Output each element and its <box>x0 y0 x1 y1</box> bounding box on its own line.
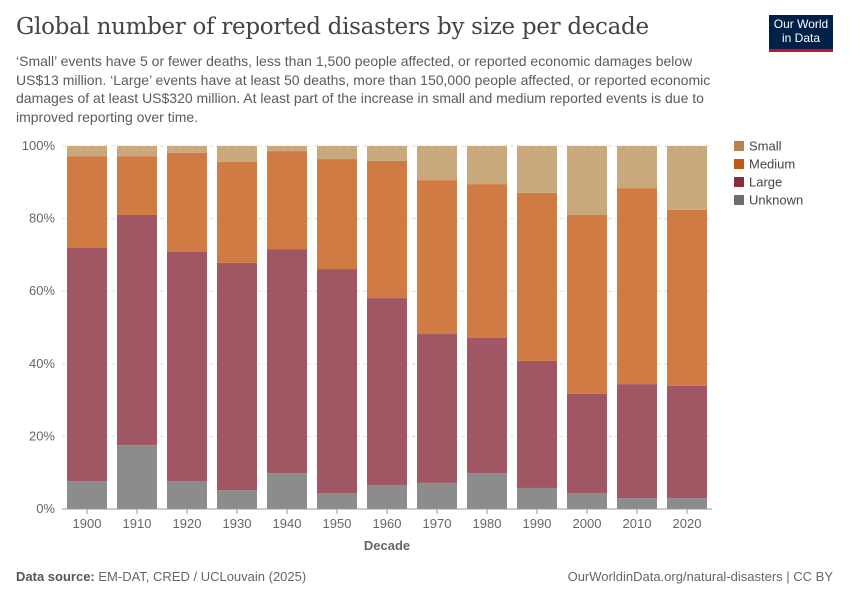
x-tick-label: 2010 <box>623 516 652 531</box>
bar-medium-1900 <box>67 156 107 249</box>
bar-large-2010 <box>617 384 657 499</box>
bar-small-1930 <box>217 146 257 162</box>
bar-unknown-2000 <box>567 493 607 509</box>
bar-unknown-1900 <box>67 481 107 509</box>
bar-small-1940 <box>267 146 307 152</box>
bar-large-1940 <box>267 249 307 474</box>
bar-large-1910 <box>117 214 157 446</box>
bar-unknown-2020 <box>667 498 707 509</box>
bar-medium-1990 <box>517 192 557 361</box>
bar-medium-1910 <box>117 156 157 215</box>
bar-unknown-1950 <box>317 493 357 509</box>
bar-small-1920 <box>167 146 207 153</box>
x-tick-label: 2000 <box>573 516 602 531</box>
bar-small-1980 <box>467 146 507 185</box>
x-tick-label: 1900 <box>73 516 102 531</box>
bar-large-1970 <box>417 334 457 483</box>
bar-unknown-1910 <box>117 445 157 509</box>
bar-unknown-1970 <box>417 482 457 509</box>
bar-large-1900 <box>67 248 107 482</box>
bar-large-1990 <box>517 360 557 488</box>
data-source: Data source: EM-DAT, CRED / UCLouvain (2… <box>16 569 306 584</box>
bar-small-1910 <box>117 146 157 157</box>
bar-medium-1940 <box>267 151 307 250</box>
bar-unknown-1980 <box>467 473 507 509</box>
y-tick-label: 40% <box>29 356 55 371</box>
bar-medium-1950 <box>317 159 357 270</box>
bar-small-2020 <box>667 146 707 210</box>
bar-large-2020 <box>667 385 707 499</box>
bar-unknown-1960 <box>367 485 407 509</box>
logo-line1: Our World <box>773 17 829 31</box>
legend-swatch-small <box>734 141 744 151</box>
legend-label-medium: Medium <box>749 157 795 172</box>
footer-link[interactable]: OurWorldinData.org/natural-disasters | C… <box>567 569 833 584</box>
bar-small-1990 <box>517 146 557 193</box>
x-tick-label: 1980 <box>473 516 502 531</box>
legend-swatch-large <box>734 177 744 187</box>
chart-subtitle: ‘Small’ events have 5 or fewer deaths, l… <box>16 53 711 125</box>
bar-medium-1970 <box>417 180 457 335</box>
bar-medium-2000 <box>567 214 607 394</box>
bar-large-1950 <box>317 269 357 494</box>
x-tick-label: 1970 <box>423 516 452 531</box>
x-tick-label: 1910 <box>123 516 152 531</box>
bar-medium-1920 <box>167 152 207 252</box>
chart-title: Global number of reported disasters by s… <box>16 14 649 40</box>
bar-unknown-1990 <box>517 487 557 509</box>
owid-logo[interactable]: Our World in Data <box>769 15 833 52</box>
bar-large-1930 <box>217 262 257 491</box>
legend-label-large: Large <box>749 175 782 190</box>
y-tick-label: 20% <box>29 428 55 443</box>
bar-unknown-1930 <box>217 490 257 509</box>
bar-large-2000 <box>567 393 607 494</box>
bar-unknown-1920 <box>167 481 207 509</box>
x-tick-label: 1940 <box>273 516 302 531</box>
source-label: Data source: <box>16 569 95 584</box>
x-axis-label: Decade <box>364 538 410 553</box>
bar-small-2000 <box>567 146 607 215</box>
bar-small-1950 <box>317 146 357 160</box>
legend-label-unknown: Unknown <box>749 193 803 208</box>
y-tick-label: 100% <box>22 138 56 153</box>
bar-large-1920 <box>167 251 207 482</box>
y-tick-label: 60% <box>29 283 55 298</box>
bar-medium-2020 <box>667 209 707 386</box>
legend-swatch-medium <box>734 159 744 169</box>
x-tick-label: 2020 <box>673 516 702 531</box>
bar-small-1970 <box>417 146 457 181</box>
bar-small-2010 <box>617 146 657 189</box>
bar-large-1960 <box>367 298 407 486</box>
x-tick-label: 1960 <box>373 516 402 531</box>
logo-line2: in Data <box>781 31 821 45</box>
x-tick-label: 1920 <box>173 516 202 531</box>
bar-medium-2010 <box>617 188 657 385</box>
bar-large-1980 <box>467 338 507 474</box>
bar-medium-1930 <box>217 161 257 263</box>
bar-small-1900 <box>67 146 107 157</box>
x-tick-label: 1930 <box>223 516 252 531</box>
source-text[interactable]: EM-DAT, CRED / UCLouvain (2025) <box>98 569 307 584</box>
bar-unknown-2010 <box>617 498 657 509</box>
x-tick-label: 1990 <box>523 516 552 531</box>
legend-label-small: Small <box>749 139 782 154</box>
bar-unknown-1940 <box>267 473 307 509</box>
bar-medium-1980 <box>467 184 507 339</box>
y-tick-label: 0% <box>36 501 55 516</box>
bar-small-1960 <box>367 146 407 161</box>
x-tick-label: 1950 <box>323 516 352 531</box>
legend-swatch-unknown <box>734 195 744 205</box>
y-tick-label: 80% <box>29 211 55 226</box>
bar-medium-1960 <box>367 160 407 299</box>
